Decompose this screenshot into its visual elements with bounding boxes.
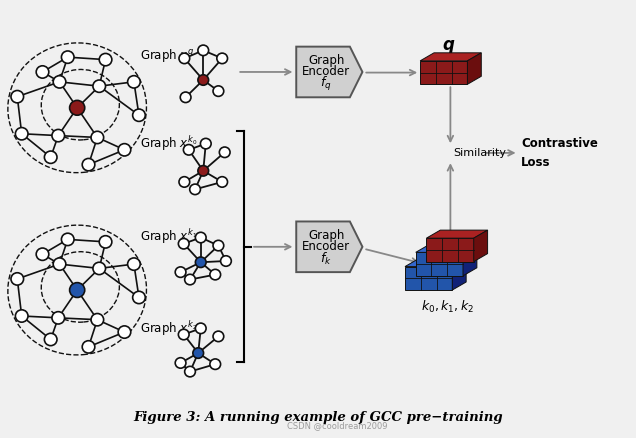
Circle shape	[118, 144, 131, 156]
Circle shape	[198, 166, 209, 176]
Circle shape	[11, 91, 24, 103]
Circle shape	[69, 100, 85, 115]
Circle shape	[217, 53, 228, 64]
Polygon shape	[426, 230, 488, 238]
Circle shape	[213, 240, 224, 251]
Circle shape	[198, 75, 209, 85]
Circle shape	[195, 257, 206, 268]
Polygon shape	[416, 244, 477, 252]
Polygon shape	[426, 238, 474, 261]
Circle shape	[193, 348, 204, 358]
Text: Loss: Loss	[521, 155, 551, 169]
Circle shape	[210, 269, 221, 280]
Text: Graph $x^{k_1}$: Graph $x^{k_1}$	[140, 227, 197, 246]
Circle shape	[53, 258, 66, 270]
Circle shape	[179, 177, 190, 187]
Circle shape	[36, 248, 49, 261]
Circle shape	[178, 238, 189, 249]
Text: $\boldsymbol{q}$: $\boldsymbol{q}$	[442, 38, 455, 56]
Circle shape	[11, 273, 24, 285]
Circle shape	[15, 127, 28, 140]
Text: Figure 3: A running example of GCC pre−training: Figure 3: A running example of GCC pre−t…	[133, 411, 503, 424]
Circle shape	[91, 131, 104, 144]
Circle shape	[200, 138, 211, 149]
Circle shape	[190, 184, 200, 194]
Circle shape	[213, 331, 224, 342]
Text: $f_k$: $f_k$	[321, 251, 332, 267]
Circle shape	[128, 258, 140, 270]
Circle shape	[180, 92, 191, 102]
Polygon shape	[420, 61, 467, 85]
Circle shape	[184, 366, 195, 377]
Text: Encoder: Encoder	[302, 65, 350, 78]
Circle shape	[53, 76, 66, 88]
Polygon shape	[405, 267, 452, 290]
Circle shape	[69, 283, 85, 297]
Circle shape	[91, 314, 104, 326]
Text: Graph $x^q$: Graph $x^q$	[140, 47, 195, 64]
Circle shape	[133, 109, 145, 121]
Circle shape	[15, 310, 28, 322]
Circle shape	[99, 236, 112, 248]
Circle shape	[178, 329, 189, 340]
Circle shape	[62, 233, 74, 246]
Circle shape	[45, 333, 57, 346]
Circle shape	[52, 312, 65, 324]
Circle shape	[93, 262, 106, 275]
Circle shape	[128, 76, 140, 88]
Polygon shape	[474, 230, 488, 261]
Text: Encoder: Encoder	[302, 240, 350, 253]
Circle shape	[62, 51, 74, 64]
Circle shape	[184, 274, 195, 285]
Polygon shape	[463, 244, 477, 276]
Text: Graph: Graph	[308, 54, 344, 67]
Text: Contrastive: Contrastive	[521, 137, 598, 150]
Polygon shape	[420, 53, 481, 61]
Text: Graph $x^{k_2}$: Graph $x^{k_2}$	[140, 319, 197, 339]
Circle shape	[183, 145, 194, 155]
Polygon shape	[452, 258, 466, 290]
Circle shape	[221, 256, 232, 266]
Text: Similarity: Similarity	[453, 148, 506, 158]
Circle shape	[82, 159, 95, 171]
Circle shape	[82, 341, 95, 353]
Text: Graph: Graph	[308, 229, 344, 242]
Circle shape	[36, 66, 49, 78]
Circle shape	[118, 326, 131, 338]
Circle shape	[195, 323, 206, 334]
Circle shape	[52, 129, 65, 142]
Text: Graph $x^{k_0}$: Graph $x^{k_0}$	[140, 134, 198, 153]
Circle shape	[133, 291, 145, 304]
Polygon shape	[467, 53, 481, 85]
Polygon shape	[405, 258, 466, 267]
Circle shape	[198, 45, 209, 56]
Circle shape	[213, 86, 224, 96]
Text: $\boldsymbol{k_0, k_1, k_2}$: $\boldsymbol{k_0, k_1, k_2}$	[421, 299, 474, 315]
Circle shape	[195, 232, 206, 243]
Circle shape	[179, 53, 190, 64]
Circle shape	[217, 177, 228, 187]
Circle shape	[99, 53, 112, 66]
Text: CSDN @cooldream2009: CSDN @cooldream2009	[287, 421, 387, 430]
Text: $f_q$: $f_q$	[321, 75, 332, 93]
Circle shape	[210, 359, 221, 369]
Circle shape	[93, 80, 106, 92]
Polygon shape	[296, 222, 363, 272]
Polygon shape	[416, 252, 463, 276]
Circle shape	[219, 147, 230, 158]
Circle shape	[175, 358, 186, 368]
Circle shape	[175, 267, 186, 277]
Circle shape	[45, 151, 57, 163]
Polygon shape	[296, 46, 363, 97]
